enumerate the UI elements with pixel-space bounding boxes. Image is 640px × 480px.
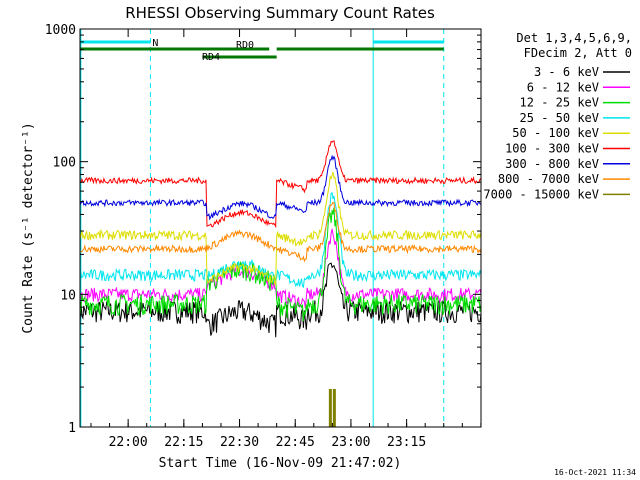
y-axis-label: Count Rate (s⁻¹ detector⁻¹) bbox=[21, 122, 36, 333]
series-line bbox=[79, 171, 482, 286]
y-tick-label: 10 bbox=[60, 288, 76, 303]
legend-entry-label: 800 - 7000 keV bbox=[498, 172, 599, 186]
series-line bbox=[79, 207, 482, 322]
legend: Det 1,3,4,5,6,9, FDecim 2, Att 0 3 - 6 k… bbox=[483, 31, 632, 201]
chart-title: RHESSI Observing Summary Count Rates bbox=[125, 4, 435, 22]
x-axis-label: Start Time (16-Nov-09 21:47:02) bbox=[159, 456, 402, 471]
x-tick-label: 22:45 bbox=[276, 435, 315, 450]
series-line bbox=[79, 154, 482, 221]
flag-label-n: N bbox=[152, 38, 158, 49]
x-tick-label: 22:30 bbox=[220, 435, 259, 450]
legend-entry-label: 6 - 12 keV bbox=[527, 80, 599, 94]
legend-header-line-1: Det 1,3,4,5,6,9, bbox=[516, 31, 632, 45]
series-line bbox=[79, 201, 482, 263]
legend-entry-label: 300 - 800 keV bbox=[505, 157, 599, 171]
legend-entry-label: 12 - 25 keV bbox=[520, 96, 599, 110]
plot-area: N RD0 RD4 bbox=[79, 29, 482, 427]
x-tick-label: 23:00 bbox=[331, 435, 370, 450]
series-line bbox=[79, 191, 482, 289]
legend-entry-label: 25 - 50 keV bbox=[520, 111, 599, 125]
legend-header-line-2: FDecim 2, Att 0 bbox=[524, 46, 632, 60]
axes: 22:00 22:15 22:30 22:45 23:00 23:15 1 10 100 1000 bbox=[45, 23, 482, 450]
legend-entry-label: 3 - 6 keV bbox=[534, 65, 599, 79]
footer-timestamp: 16-Oct-2021 11:34 bbox=[554, 468, 636, 477]
y-tick-label: 1 bbox=[68, 421, 76, 436]
legend-entry-label: 100 - 300 keV bbox=[505, 142, 599, 156]
flag-label-rd4: RD4 bbox=[202, 52, 220, 63]
series-line bbox=[79, 140, 482, 229]
plot-frame bbox=[79, 28, 482, 428]
series-line bbox=[79, 262, 482, 338]
x-tick-label: 22:15 bbox=[164, 435, 203, 450]
y-tick-label: 1000 bbox=[45, 23, 76, 38]
flag-label-rd0: RD0 bbox=[236, 40, 254, 51]
legend-entry-label: 50 - 100 keV bbox=[512, 126, 599, 140]
x-tick-label: 23:15 bbox=[387, 435, 426, 450]
x-tick-label: 22:00 bbox=[109, 435, 148, 450]
y-tick-label: 100 bbox=[53, 156, 76, 171]
legend-entry-label: 7000 - 15000 keV bbox=[483, 187, 599, 201]
series-line bbox=[79, 228, 482, 309]
